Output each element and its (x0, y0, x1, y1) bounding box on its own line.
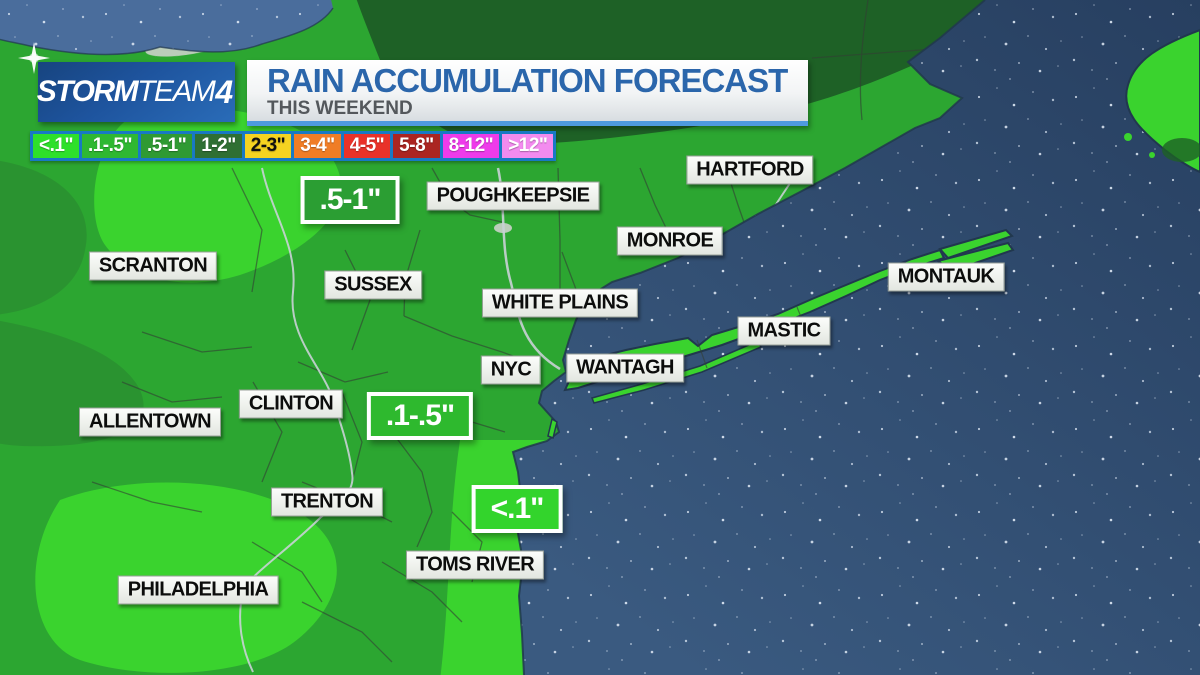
city-label-text: SCRANTON (98, 254, 208, 277)
city-label-text: NYC (490, 358, 532, 381)
legend-item-label: <.1" (39, 135, 73, 156)
forecast-callout: .1-.5" (366, 392, 474, 440)
city-label: ALLENTOWN (79, 407, 221, 437)
city-label-text: MONTAUK (897, 265, 995, 288)
city-label-text: TRENTON (280, 490, 374, 513)
legend-item: >12" (502, 134, 554, 158)
lens-flare-icon (18, 42, 50, 74)
lake (0, 0, 334, 56)
forecast-header: RAIN ACCUMULATION FORECAST THIS WEEKEND (247, 60, 808, 126)
legend-item: 5-8" (393, 134, 440, 158)
city-label: MONROE (616, 226, 724, 256)
city-label: POUGHKEEPSIE (426, 181, 600, 211)
ocean-texture (513, 0, 1200, 675)
city-label-text: CLINTON (248, 392, 334, 415)
legend-item-label: 2-3" (250, 135, 286, 156)
coastal-strip-east (1124, 28, 1200, 174)
city-label-text: POUGHKEEPSIE (436, 184, 590, 207)
legend-item: 3-4" (294, 134, 341, 158)
legend-item: 1-2" (195, 134, 242, 158)
city-label: SCRANTON (88, 251, 218, 281)
forecast-subtitle: THIS WEEKEND (267, 98, 413, 119)
forecast-title: RAIN ACCUMULATION FORECAST (267, 62, 788, 99)
city-label-text: MONROE (626, 229, 714, 252)
coastline (511, 0, 986, 675)
city-label: WHITE PLAINS (481, 288, 639, 318)
legend-item-label: 4-5" (349, 135, 385, 156)
city-label-text: PHILADELPHIA (127, 578, 269, 601)
forecast-callout: <.1" (471, 485, 563, 533)
city-label: PHILADELPHIA (117, 575, 279, 605)
legend-item-label: 8-12" (448, 135, 494, 156)
city-label: HARTFORD (686, 155, 814, 185)
city-label: SUSSEX (324, 270, 422, 300)
forecast-callout-text: .5-1" (319, 183, 382, 216)
legend-item-label: 3-4" (300, 135, 335, 156)
forecast-callout-text: <.1" (490, 492, 545, 525)
rain-scale-legend: <.1" .1-.5" .5-1" 1-2" 2-3" 3-4" 4-5" 5-8" 8-12"… (30, 131, 557, 161)
legend-item: 4-5" (343, 134, 391, 158)
city-label: MASTIC (737, 316, 831, 346)
forecast-callout: .5-1" (300, 176, 400, 224)
legend-item: <.1" (33, 134, 79, 158)
city-label-text: WANTAGH (576, 356, 674, 379)
legend-item: 2-3" (244, 134, 292, 158)
legend-item-label: .5-1" (146, 135, 187, 156)
logo-team-text: TEAM (137, 75, 216, 108)
city-label-text: WHITE PLAINS (491, 291, 629, 314)
legend-item: 8-12" (442, 134, 500, 158)
city-label: TOMS RIVER (405, 550, 545, 580)
city-label: MONTAUK (887, 262, 1005, 292)
city-label-text: MASTIC (747, 319, 821, 342)
city-label-text: TOMS RIVER (415, 553, 535, 576)
legend-item: .5-1" (140, 134, 193, 158)
city-label: WANTAGH (566, 353, 684, 383)
legend-item-label: .1-.5" (87, 135, 133, 156)
legend-item-label: >12" (508, 135, 548, 156)
logo-number: 4 (215, 73, 234, 110)
city-label-text: HARTFORD (696, 158, 804, 181)
city-label-text: SUSSEX (334, 273, 412, 296)
forecast-callout-text: .1-.5" (385, 399, 455, 432)
city-label-text: ALLENTOWN (89, 410, 212, 433)
stormteam4-logo: STORM TEAM 4 (36, 62, 235, 122)
city-label: CLINTON (238, 389, 344, 419)
logo-storm-text: STORM (36, 75, 139, 108)
legend-item: .1-.5" (81, 134, 138, 158)
legend-item-label: 5-8" (399, 135, 434, 156)
city-label: NYC (480, 355, 542, 385)
city-label: TRENTON (270, 487, 384, 517)
legend-item-label: 1-2" (201, 135, 236, 156)
